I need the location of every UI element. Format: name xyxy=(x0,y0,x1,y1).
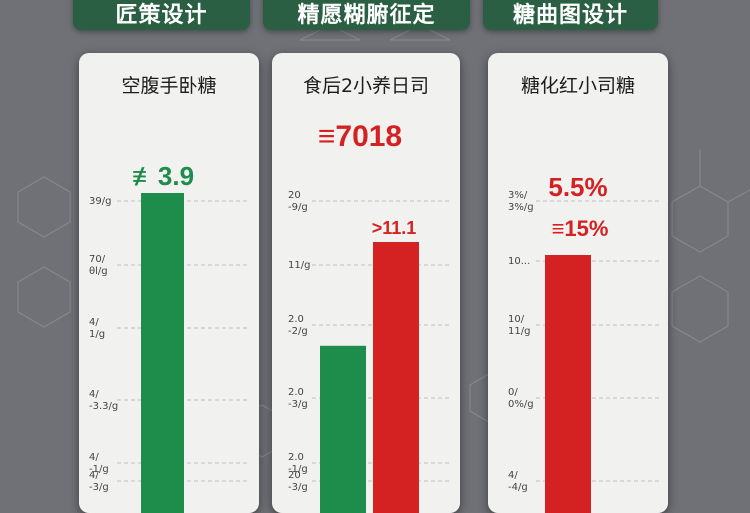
y-tick-label: -2/g xyxy=(288,326,308,337)
y-tick-label: -1/g xyxy=(89,464,109,475)
y-tick-label: -3/g xyxy=(288,399,308,410)
chart-hba1c: 3%/3%/g10...10/11/g0/0%/g4/-4/g5.5%≡15%0… xyxy=(508,172,660,513)
y-tick-label: 39/g xyxy=(89,196,111,207)
header-tab-2: 精愿糊腑征定 xyxy=(263,0,470,30)
chart-title-postmeal: 食后2小养日司 xyxy=(302,75,430,97)
y-tick-label: 11/g xyxy=(288,260,310,271)
y-tick-label: -9/g xyxy=(288,202,308,213)
y-tick-label: 2.0 xyxy=(288,452,304,463)
chart-card-postmeal: 食后2小养日司 20 -9/g 11/g 2.0 -2/g 2.0 -3/g 2.0 -1/g 2… xyxy=(272,53,460,513)
header-tab-2-label: 精愿糊腑征定 xyxy=(297,3,436,28)
chart-card-fasting: 空腹手卧糖 39/g 70/θl/g 4/1/g 4/-3.3/g 4/-1/g 4/-3… xyxy=(79,53,259,513)
data-label: ≡15% xyxy=(552,216,609,241)
data-label: ≢3.9 xyxy=(132,161,194,191)
y-tick-label: 10... xyxy=(508,256,530,267)
y-tick-label: -4/g xyxy=(508,482,528,493)
header-tab-1: 匠策设计 xyxy=(73,0,250,30)
y-tick-label: 3%/ xyxy=(508,190,528,201)
header-tab-3-label: 糖曲图设计 xyxy=(512,3,628,28)
y-tick-label: 4/ xyxy=(89,317,99,328)
header-tab-3: 糖曲图设计 xyxy=(483,0,658,30)
bar xyxy=(373,242,419,513)
y-tick-label: 4/ xyxy=(89,452,99,463)
bar xyxy=(545,255,591,513)
y-tick-label: 11/g xyxy=(508,326,530,337)
data-label: ≡7018 xyxy=(318,120,402,153)
y-tick-label: 4/ xyxy=(508,470,518,481)
y-tick-label: -1/g xyxy=(288,464,308,475)
y-tick-label: 4/ xyxy=(89,470,99,481)
y-tick-label: 2.0 xyxy=(288,314,304,325)
header-tab-1-label: 匠策设计 xyxy=(115,3,208,28)
y-tick-label: 3%/g xyxy=(508,202,534,213)
bar xyxy=(141,193,184,513)
y-tick-label: 0/ xyxy=(508,387,518,398)
chart-fasting: 39/g70/θl/g4/1/g4/-3.3/g4/-1/g4/-3/g≢3.9… xyxy=(89,161,249,513)
y-tick-label: 10/ xyxy=(508,314,525,325)
y-tick-label: 0%/g xyxy=(508,399,534,410)
y-tick-label: 4/ xyxy=(89,389,99,400)
data-label: 5.5% xyxy=(548,172,607,202)
y-tick-label: -3/g xyxy=(288,482,308,493)
chart-title-hba1c: 糖化红小司糖 xyxy=(520,75,635,97)
y-tick-label: 70/ xyxy=(89,254,106,265)
y-tick-label: -3.3/g xyxy=(89,401,118,412)
chart-postmeal: 20-9/g11/g2.0-2/g2.0-3/g2.0-1/g20-3/g≡70… xyxy=(288,120,452,513)
chart-title-fasting: 空腹手卧糖 xyxy=(121,75,217,97)
y-tick-label: -3/g xyxy=(89,482,109,493)
y-tick-label: 2.0 xyxy=(288,387,304,398)
y-tick-label: 20 xyxy=(288,190,301,201)
y-tick-label: θl/g xyxy=(89,266,108,277)
data-label: >11.1 xyxy=(372,218,417,238)
chart-card-hba1c: 糖化红小司糖 3%/3%/g 10... 10/11/g 0/0%/g 4/-4/g 5.… xyxy=(488,53,668,513)
y-tick-label: 1/g xyxy=(89,329,105,340)
bar xyxy=(320,345,366,513)
y-tick-label: 20 xyxy=(288,470,301,481)
